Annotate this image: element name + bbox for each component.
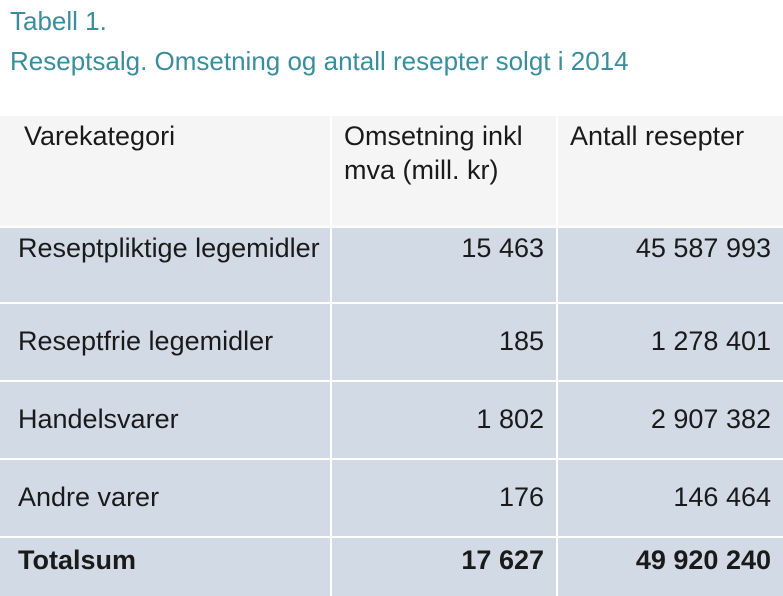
category-cell: Andre varer [18, 482, 160, 513]
total-prescriptions: 49 920 240 [556, 538, 783, 596]
revenue-cell: 1 802 [330, 382, 556, 458]
header-omsetning: Omsetning inkl mva (mill. kr) [330, 116, 556, 226]
prescriptions-cell: 1 278 401 [556, 304, 783, 380]
table-title: Reseptsalg. Omsetning og antall resepter… [10, 46, 629, 76]
category-cell: Reseptfrie legemidler [18, 326, 274, 357]
table-row: Handelsvarer 1 802 2 907 382 [0, 382, 783, 458]
header-varekategori: Varekategori [24, 121, 176, 151]
total-revenue: 17 627 [330, 538, 556, 596]
prescriptions-cell: 146 464 [556, 460, 783, 536]
revenue-cell: 176 [330, 460, 556, 536]
table-row: Reseptpliktige legemidler 15 463 45 587 … [0, 228, 783, 302]
header-antall-resepter: Antall resepter [556, 116, 783, 226]
revenue-cell: 185 [330, 304, 556, 380]
category-cell: Reseptpliktige legemidler [18, 233, 320, 263]
sales-table: Varekategori Omsetning inkl mva (mill. k… [0, 116, 783, 596]
total-label: Totalsum [18, 545, 137, 575]
table-row: Andre varer 176 146 464 [0, 460, 783, 536]
table-header-row: Varekategori Omsetning inkl mva (mill. k… [0, 116, 783, 226]
table-label: Tabell 1. [10, 6, 107, 36]
revenue-cell: 15 463 [330, 228, 556, 302]
table-total-row: Totalsum 17 627 49 920 240 [0, 538, 783, 596]
prescriptions-cell: 45 587 993 [556, 228, 783, 302]
table-row: Reseptfrie legemidler 185 1 278 401 [0, 304, 783, 380]
prescriptions-cell: 2 907 382 [556, 382, 783, 458]
category-cell: Handelsvarer [18, 404, 179, 435]
